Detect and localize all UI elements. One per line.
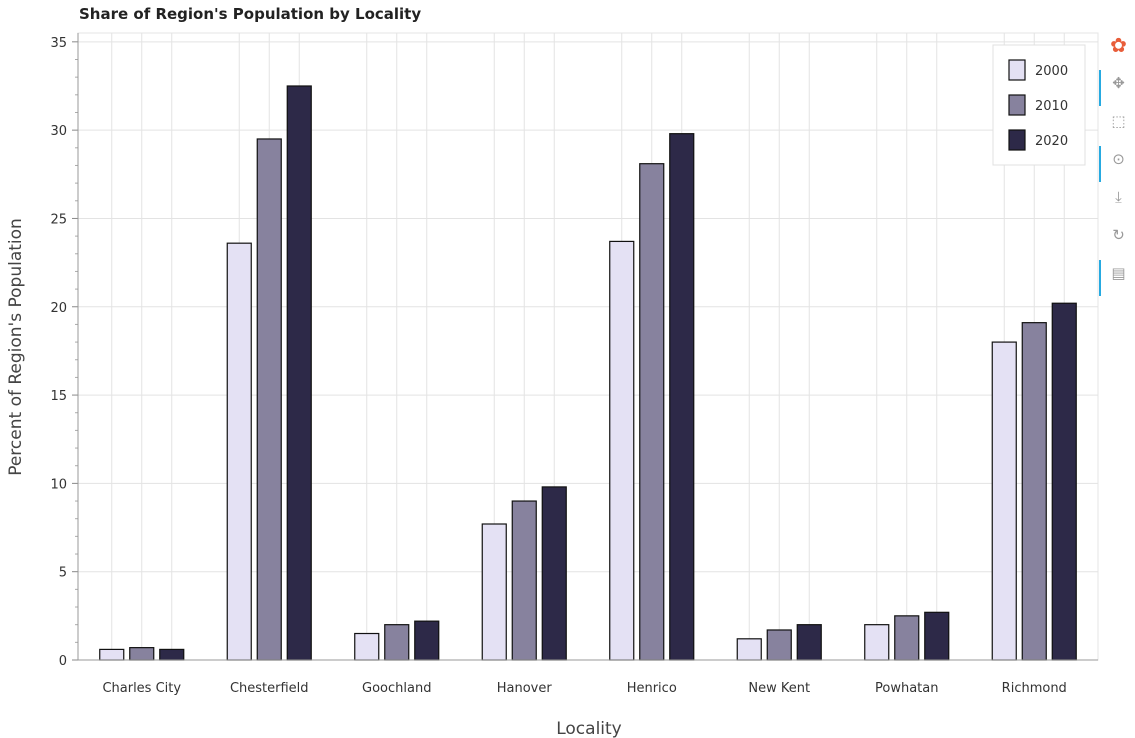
chart-title: Share of Region's Population by Locality <box>79 5 422 23</box>
x-tick-label: Hanover <box>497 681 553 696</box>
pan-icon[interactable]: ✥ <box>1099 68 1135 106</box>
legend-box <box>992 44 1086 166</box>
bars <box>99 85 1077 661</box>
bar-2020-henrico[interactable] <box>669 133 695 661</box>
x-tick-label: Chesterfield <box>230 681 309 696</box>
y-tick-label: 0 <box>59 654 67 669</box>
x-tick-label: Goochland <box>362 681 431 696</box>
wheel-zoom-icon[interactable]: ⊙ <box>1099 144 1135 182</box>
bar-2010-richmond[interactable] <box>1021 322 1047 661</box>
bar-2000-henrico[interactable] <box>609 240 635 661</box>
y-tick-label: 5 <box>59 566 67 581</box>
y-tick-label: 25 <box>50 212 67 227</box>
bar-2000-goochland[interactable] <box>354 632 380 661</box>
bar-2000-charles-city[interactable] <box>99 648 125 661</box>
legend: 2000 2010 2020 <box>992 44 1086 166</box>
bar-2000-richmond[interactable] <box>991 341 1017 661</box>
y-tick-label: 30 <box>50 124 67 139</box>
legend-label-2010: 2010 <box>1035 99 1068 114</box>
bar-2020-goochland[interactable] <box>414 620 440 661</box>
chart-toolbar: ✿ ✥ ⬚ ⊙ ⤓ ↻ ▤ <box>1099 30 1135 300</box>
x-tick-label: New Kent <box>748 681 810 696</box>
bokeh-logo-icon[interactable]: ✿ <box>1110 33 1127 57</box>
bar-2020-hanover[interactable] <box>541 486 567 661</box>
hover-icon[interactable]: ▤ <box>1099 258 1135 296</box>
x-tick-label: Powhatan <box>875 681 938 696</box>
bar-2010-goochland[interactable] <box>384 624 410 661</box>
bar-2020-charles-city[interactable] <box>159 648 185 661</box>
bar-2010-new-kent[interactable] <box>766 629 792 661</box>
bar-2000-hanover[interactable] <box>481 523 507 661</box>
bar-2020-powhatan[interactable] <box>924 611 950 661</box>
y-tick-label: 15 <box>50 389 67 404</box>
bar-2000-powhatan[interactable] <box>864 624 890 661</box>
legend-label-2020: 2020 <box>1035 134 1068 149</box>
x-tick-label: Henrico <box>627 681 677 696</box>
bar-2010-chesterfield[interactable] <box>256 138 282 661</box>
bar-2000-chesterfield[interactable] <box>226 242 252 661</box>
bar-2020-chesterfield[interactable] <box>286 85 312 661</box>
legend-label-2000: 2000 <box>1035 64 1068 79</box>
y-tick-label: 20 <box>50 301 67 316</box>
x-tick-label: Charles City <box>102 681 181 696</box>
y-tick-label: 10 <box>50 477 67 492</box>
legend-swatch-2010 <box>1008 94 1026 116</box>
x-axis-label: Locality <box>556 719 622 738</box>
x-tick-label: Richmond <box>1002 681 1067 696</box>
bar-2000-new-kent[interactable] <box>736 638 762 661</box>
bar-2010-hanover[interactable] <box>511 500 537 661</box>
bar-2020-richmond[interactable] <box>1051 302 1077 661</box>
box-zoom-icon[interactable]: ⬚ <box>1111 112 1126 130</box>
axes <box>72 33 1098 661</box>
bar-2020-new-kent[interactable] <box>796 624 822 661</box>
bar-2010-charles-city[interactable] <box>129 647 155 661</box>
y-axis-label: Percent of Region's Population <box>6 218 26 476</box>
reset-icon[interactable]: ↻ <box>1112 226 1125 244</box>
y-tick-label: 35 <box>50 36 67 51</box>
tick-labels: 0 5 10 15 20 25 30 35 Charles City Chesterfield Go… <box>50 36 1066 696</box>
bar-2010-powhatan[interactable] <box>894 615 920 661</box>
save-icon[interactable]: ⤓ <box>1115 188 1122 206</box>
bar-2010-henrico[interactable] <box>639 163 665 661</box>
legend-swatch-2000 <box>1008 59 1026 81</box>
legend-swatch-2020 <box>1008 129 1026 151</box>
